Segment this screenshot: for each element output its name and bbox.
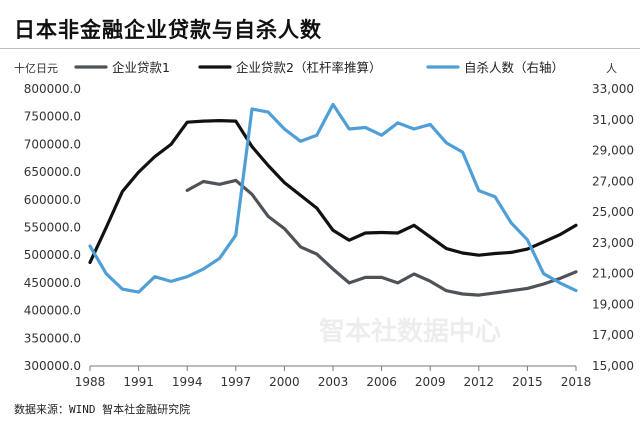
legend-label-loan1: 企业贷款1 xyxy=(112,60,170,75)
y-right-tick-label: 19,000 xyxy=(592,297,634,311)
x-tick-label: 1997 xyxy=(221,375,252,389)
series-line-loan2 xyxy=(88,118,578,264)
y-left-tick-label: 700000.0 xyxy=(24,137,81,151)
y-left-unit-label: 十亿日元 xyxy=(14,61,58,75)
y-left-tick-label: 400000.0 xyxy=(24,304,81,318)
title-divider xyxy=(0,48,640,49)
y-right-unit-label: 人 xyxy=(606,62,617,75)
x-tick-label: 2003 xyxy=(318,375,349,389)
x-tick-label: 2012 xyxy=(464,375,495,389)
y-right-tick-label: 31,000 xyxy=(592,113,634,127)
y-right-tick-label: 15,000 xyxy=(592,359,634,373)
data-source-note: 数据来源：WIND 智本社金融研究院 xyxy=(14,403,191,416)
x-tick-label: 2018 xyxy=(561,375,592,389)
y-left-tick-label: 300000.0 xyxy=(24,359,81,373)
y-right-tick-label: 27,000 xyxy=(592,174,634,188)
legend-label-suicide: 自杀人数（右轴） xyxy=(464,60,564,75)
y-left-tick-label: 450000.0 xyxy=(24,276,81,290)
chart-title: 日本非金融企业贷款与自杀人数 xyxy=(14,18,322,42)
x-tick-label: 1991 xyxy=(123,375,154,389)
y-left-tick-label: 750000.0 xyxy=(24,110,81,124)
legend-label-loan2: 企业贷款2（杠杆率推算） xyxy=(236,60,381,75)
x-tick-label: 2009 xyxy=(415,375,446,389)
y-left-tick-label: 600000.0 xyxy=(24,193,81,207)
y-right-tick-label: 17,000 xyxy=(592,328,634,342)
y-right-tick-label: 33,000 xyxy=(592,82,634,96)
y-left-tick-label: 800000.0 xyxy=(24,82,81,96)
series-line-suicide xyxy=(88,102,578,294)
x-tick-label: 1994 xyxy=(172,375,203,389)
y-right-tick-label: 21,000 xyxy=(592,267,634,281)
y-left-tick-label: 650000.0 xyxy=(24,165,81,179)
y-right-tick-label: 25,000 xyxy=(592,205,634,219)
y-right-tick-label: 23,000 xyxy=(592,236,634,250)
x-tick-label: 2006 xyxy=(366,375,397,389)
x-tick-label: 2015 xyxy=(512,375,543,389)
y-left-tick-label: 500000.0 xyxy=(24,248,81,262)
y-left-tick-label: 350000.0 xyxy=(24,331,81,345)
x-tick-label: 1988 xyxy=(75,375,106,389)
y-right-tick-label: 29,000 xyxy=(592,144,634,158)
watermark-text: 智本社数据中心 xyxy=(319,316,501,347)
series-line-loan1 xyxy=(185,178,578,297)
y-left-tick-label: 550000.0 xyxy=(24,221,81,235)
x-tick-label: 2000 xyxy=(269,375,300,389)
